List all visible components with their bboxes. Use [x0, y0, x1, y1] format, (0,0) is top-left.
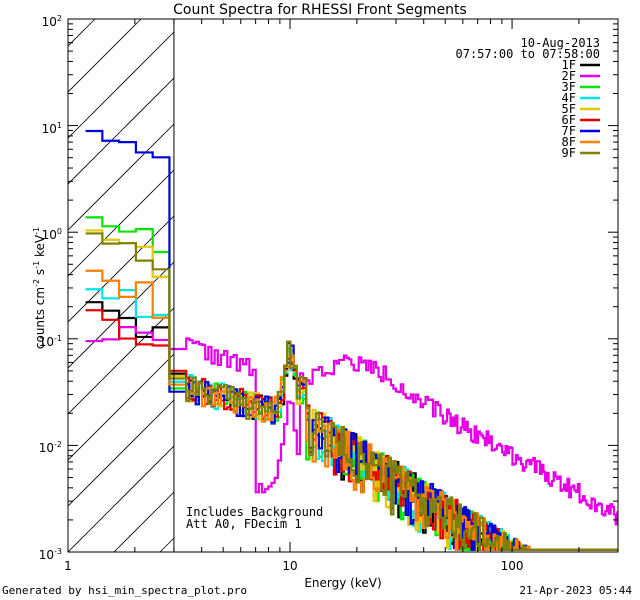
y-tick-label: 100 [0, 226, 62, 241]
footer-generated: Generated by hsi_min_spectra_plot.pro [2, 584, 248, 597]
y-tick-label: 101 [0, 120, 62, 135]
series-line-9f [85, 232, 618, 551]
y-label-kev: keV [33, 234, 47, 257]
y-tick-label: 102 [0, 13, 62, 28]
y-label-exp-cm: -2 [32, 278, 41, 287]
legend-label-2f: 2F [561, 69, 576, 83]
legend-label-5f: 5F [561, 102, 576, 116]
legend-label-7f: 7F [561, 124, 576, 138]
y-tick-base: 10 [38, 548, 55, 562]
y-tick-exponent: -2 [54, 440, 62, 450]
legend-label-4f: 4F [561, 91, 576, 105]
legend-label-6f: 6F [561, 113, 576, 127]
legend-label-3f: 3F [561, 80, 576, 94]
y-tick-exponent: -3 [54, 547, 62, 556]
y-label-exp-kev: -1 [32, 226, 41, 235]
series-layer [85, 129, 618, 551]
y-axis-label: counts cm-2 s-1 keV-1 [32, 188, 48, 388]
date-label: 10-Aug-2013 [520, 36, 600, 50]
y-tick-exponent: 0 [56, 227, 62, 237]
y-tick-base: 10 [41, 15, 57, 29]
y-tick-label: 10-3 [0, 546, 62, 561]
y-tick-label: 10-2 [0, 439, 62, 454]
hatch-line [68, 19, 188, 139]
chart-title: Count Spectra for RHESSI Front Segments [173, 2, 467, 18]
y-tick-base: 10 [41, 228, 57, 243]
y-tick-exponent: 2 [56, 14, 62, 23]
x-tick-label: 1 [64, 559, 72, 573]
y-tick-exponent: 1 [56, 120, 62, 130]
y-label-counts: counts cm [33, 286, 47, 350]
plot-frame [67, 18, 619, 553]
legend-swatches [580, 63, 600, 155]
x-axis-label: Energy (keV) [304, 576, 382, 590]
legend-label-9f: 9F [561, 146, 576, 160]
series-line-2f [85, 326, 618, 526]
annotation-background: Includes Background [186, 505, 324, 519]
y-tick-exponent: -1 [54, 333, 62, 343]
axis-ticks [67, 18, 619, 553]
time-range-label: 07:57:00 to 07:58:00 [455, 47, 601, 61]
legend-label-8f: 8F [561, 135, 576, 149]
y-label-exp-s: -1 [32, 260, 41, 269]
y-tick-base: 10 [38, 441, 55, 456]
legend-label-1f: 1F [561, 58, 576, 72]
footer-timestamp: 21-Apr-2023 05:44 [519, 584, 632, 597]
x-tick-label: 10 [282, 559, 298, 573]
annotation-attenuator: Att A0, FDecim 1 [186, 517, 302, 531]
y-tick-base: 10 [38, 334, 55, 349]
hatch-line [68, 19, 234, 185]
y-label-s: s [33, 268, 47, 276]
y-tick-base: 10 [41, 121, 57, 136]
y-tick-label: 10-1 [0, 333, 62, 348]
x-tick-label: 100 [500, 559, 524, 573]
